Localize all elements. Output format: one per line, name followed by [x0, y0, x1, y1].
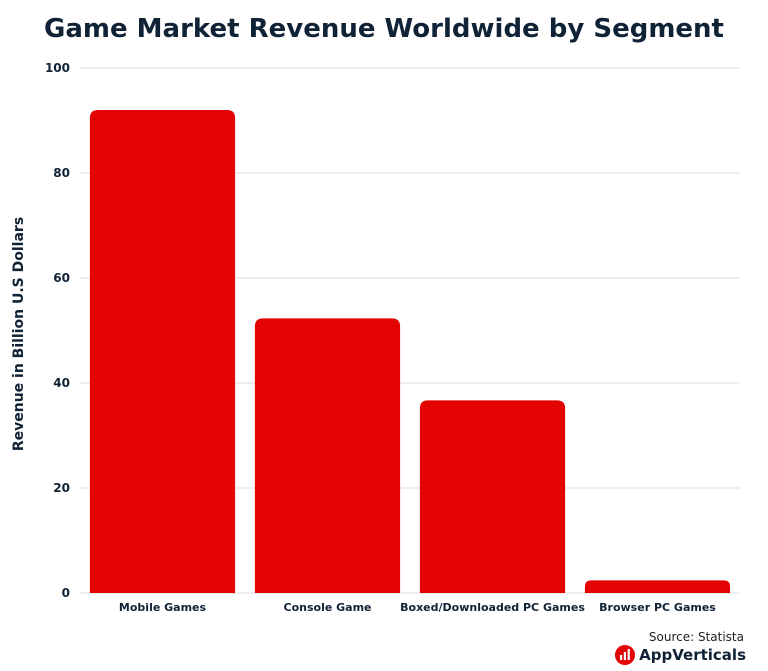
chart-title: Game Market Revenue Worldwide by Segment	[44, 14, 724, 44]
y-tick-label: 80	[53, 166, 70, 180]
brand-icon	[615, 645, 636, 665]
x-tick-label: Console Game	[284, 601, 372, 614]
y-axis-ticks: 0 20 40 60 80 100	[45, 61, 70, 600]
y-tick-label: 0	[62, 586, 70, 600]
bar	[584, 580, 731, 593]
x-tick-label: Mobile Games	[119, 601, 207, 614]
x-axis-ticks: Mobile Games Console Game Boxed/Downloaded…	[119, 601, 716, 614]
source-note: Source: Statista	[648, 630, 744, 644]
y-tick-label: 20	[53, 481, 70, 495]
x-tick-label: Boxed/Downloaded PC Games	[400, 601, 585, 614]
brand-logo: AppVerticals	[615, 645, 746, 665]
y-tick-label: 60	[53, 271, 70, 285]
y-axis-label: Revenue in Billion U.S Dollars	[11, 217, 27, 451]
brand-name: AppVerticals	[639, 646, 746, 664]
y-tick-label: 40	[53, 376, 70, 390]
bar	[89, 110, 236, 593]
bar	[254, 318, 401, 593]
y-tick-label: 100	[45, 61, 70, 75]
x-tick-label: Browser PC Games	[599, 601, 716, 614]
bar	[419, 400, 566, 593]
bars	[89, 110, 731, 593]
